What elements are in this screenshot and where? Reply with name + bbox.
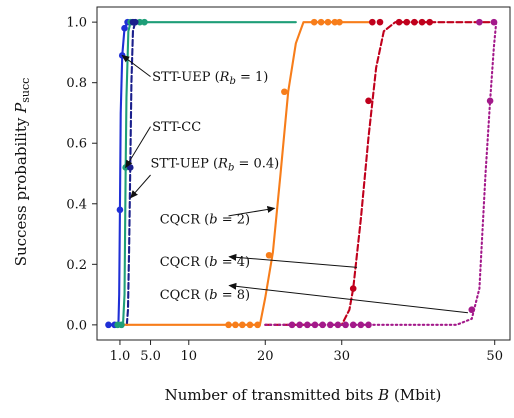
series-2-point	[141, 18, 148, 26]
annotation-label: CQCR (b = 8)	[160, 288, 250, 303]
series-5-point	[403, 18, 411, 26]
series-3-point	[131, 18, 139, 26]
series-6-point	[349, 321, 357, 329]
series-6-point	[365, 321, 372, 329]
series-6-point	[334, 321, 342, 329]
series-4-point	[336, 18, 343, 26]
y-tick-label: 0.0	[66, 318, 87, 333]
y-tick-label: 0.6	[66, 137, 87, 152]
annotation-arrow	[228, 282, 468, 314]
y-tick-label: 0.4	[66, 197, 87, 212]
annotation-layer: STT-UEP (Rb = 1) STT-CC STT-UEP (Rb = 0.4)…	[121, 54, 468, 314]
series-6-point	[468, 306, 476, 314]
series-2-point	[118, 321, 125, 329]
series-6-point	[357, 321, 365, 329]
series-4-point	[239, 321, 246, 329]
series-5-point	[411, 18, 418, 26]
series-6-point	[342, 321, 349, 329]
annotation-label: CQCR (b = 2)	[160, 212, 250, 227]
series-6-point	[311, 321, 319, 329]
series-5-point	[395, 18, 403, 26]
series-line-5	[264, 21, 496, 326]
y-tick-label: 0.8	[66, 76, 87, 91]
series-4-point	[317, 18, 325, 26]
series-6-point	[288, 321, 296, 329]
series-5-point	[426, 18, 433, 26]
annotation-label: CQCR (b = 4)	[160, 255, 250, 270]
y-tick-label: 1.0	[66, 16, 87, 31]
series-4-point	[232, 321, 239, 329]
series-6-point	[319, 321, 326, 329]
series-4-point	[281, 88, 288, 96]
series-line-2	[116, 21, 297, 326]
series-5-point	[418, 18, 426, 26]
series-1-point	[105, 321, 112, 329]
plot-frame	[96, 6, 511, 341]
series-4-point	[254, 321, 261, 329]
annotation-arrow	[125, 126, 151, 169]
x-tick-label: 50	[486, 349, 503, 364]
annotation-arrow	[228, 205, 276, 217]
annotation-arrow	[129, 174, 151, 199]
series-5-point	[369, 18, 376, 26]
series-6-point	[486, 97, 494, 105]
x-axis-label: Number of transmitted bits B (Mbit)	[165, 386, 442, 404]
series-6-point	[490, 18, 498, 26]
series-6-point	[326, 321, 334, 329]
axis-layer: 1.0 5.0 10 20 30 50 0.0 0.2 0.4 0.6 0.8 1.0	[66, 16, 503, 364]
annotation-label: STT-UEP (Rb = 0.4)	[151, 156, 280, 173]
series-line-4	[123, 21, 374, 326]
series-1-point	[116, 206, 124, 214]
series-4-point	[246, 321, 254, 329]
marker-layer	[105, 18, 498, 329]
series-4-point	[331, 18, 339, 26]
annotation-arrow	[228, 253, 358, 268]
y-axis-label: Success probability Psucc	[12, 78, 32, 267]
x-tick-label: 10	[181, 349, 198, 364]
x-tick-label: 20	[257, 349, 274, 364]
y-tick-label: 0.2	[66, 258, 87, 273]
series-4-point	[225, 321, 232, 329]
x-tick-label: 30	[333, 349, 350, 364]
series-6-point	[296, 321, 303, 329]
series-line-6	[264, 21, 498, 326]
x-tick-label: 5.0	[140, 349, 161, 364]
series-4-point	[310, 18, 318, 26]
series-5-point	[349, 285, 357, 292]
x-tick-label: 1.0	[110, 349, 131, 364]
series-3-point	[126, 164, 134, 171]
series-2-point	[136, 18, 144, 26]
series-6-point	[476, 18, 483, 26]
series-1-point	[121, 24, 128, 32]
annotation-label: STT-UEP (Rb = 1)	[152, 70, 268, 87]
annotation-label: STT-CC	[152, 120, 201, 135]
series-5-point	[376, 18, 384, 26]
annotation-arrow	[121, 54, 151, 78]
series-4-point	[324, 18, 332, 26]
series-layer	[107, 21, 498, 326]
series-6-point	[304, 321, 311, 329]
series-4-point	[265, 251, 273, 259]
series-5-point	[365, 97, 372, 105]
series-line-3	[125, 21, 144, 326]
